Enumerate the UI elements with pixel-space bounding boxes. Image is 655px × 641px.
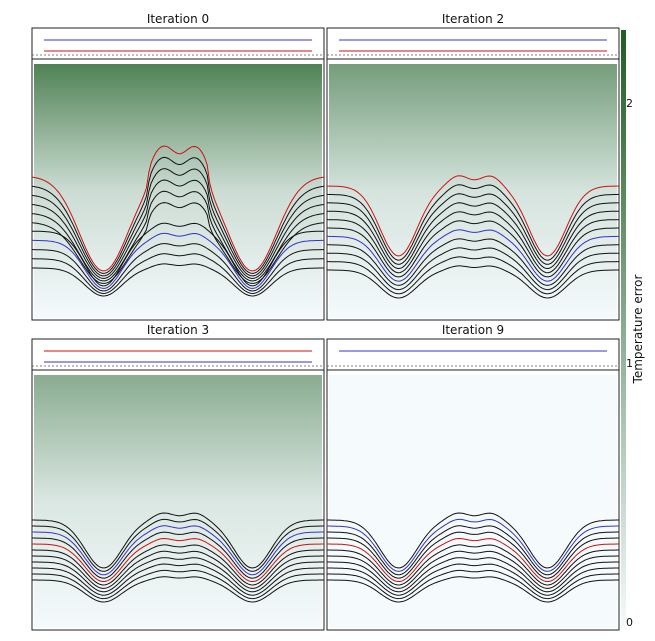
panel-2 — [31, 338, 325, 631]
contour-line — [327, 256, 619, 295]
contour-line — [326, 193, 620, 265]
contour-line — [326, 202, 620, 270]
contour-line — [327, 576, 619, 603]
contour-line — [326, 184, 620, 261]
contour-line — [32, 569, 324, 600]
contour-line — [327, 557, 619, 593]
panel-3 — [326, 338, 620, 631]
contour-line — [32, 531, 324, 579]
contour-line-red — [31, 145, 325, 272]
contour-line-blue — [327, 229, 619, 282]
contour-line — [327, 550, 619, 589]
panel-0 — [31, 27, 325, 321]
contour-line — [31, 202, 325, 284]
colorbar-tick-1: 1 — [626, 357, 633, 370]
contour-line — [327, 544, 619, 586]
panel-title-2: Iteration 3 — [146, 323, 210, 337]
colorbar — [621, 30, 626, 628]
contour-line — [32, 544, 324, 586]
contour-line — [32, 550, 324, 589]
contour-line — [31, 168, 325, 277]
contour-line — [31, 156, 325, 274]
colorbar-tick-0: 0 — [626, 616, 633, 629]
contour-line — [32, 557, 324, 593]
contour-line — [326, 211, 620, 274]
contour-line — [32, 576, 324, 603]
contour-line — [32, 512, 324, 569]
contour-line — [31, 179, 325, 279]
temperature-field — [34, 375, 322, 628]
contour-line-blue — [32, 232, 324, 289]
contour-line — [327, 265, 619, 299]
contour-line-red — [326, 175, 620, 257]
temperature-field — [329, 375, 617, 628]
contour-line — [32, 263, 324, 297]
contour-line — [32, 518, 324, 572]
colorbar-label: Temperature error — [631, 274, 645, 384]
contour-line-blue — [327, 518, 619, 572]
panel-1 — [326, 27, 620, 321]
contour-line-blue — [32, 525, 324, 576]
contour-line — [327, 525, 619, 576]
contour-line — [327, 247, 619, 291]
contour-line — [327, 569, 619, 600]
contour-line — [32, 563, 324, 596]
contour-line — [327, 512, 619, 569]
contour-line — [32, 253, 324, 295]
contour-line — [32, 243, 324, 292]
contour-line-red — [32, 537, 324, 582]
temperature-field — [329, 64, 617, 318]
contour-line-red — [327, 537, 619, 582]
panel-title-0: Iteration 0 — [146, 12, 210, 26]
colorbar-tick-2: 2 — [626, 97, 633, 110]
contour-line — [327, 220, 619, 278]
panel-title-3: Iteration 9 — [441, 323, 505, 337]
temperature-field — [34, 64, 322, 318]
panel-title-1: Iteration 2 — [441, 12, 505, 26]
contour-line — [327, 531, 619, 579]
contour-line — [327, 563, 619, 596]
contour-line — [327, 238, 619, 286]
contour-line — [31, 222, 325, 287]
